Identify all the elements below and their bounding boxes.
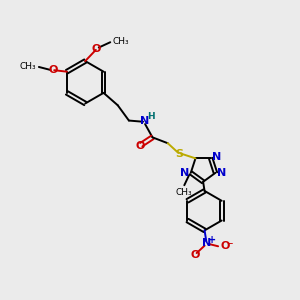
Text: H: H [147, 112, 154, 121]
Text: CH₃: CH₃ [20, 62, 37, 71]
Text: O: O [48, 65, 57, 75]
Text: +: + [208, 235, 216, 245]
Text: N: N [140, 116, 149, 126]
Text: S: S [175, 148, 183, 158]
Text: CH₃: CH₃ [176, 188, 193, 196]
Text: ⁻: ⁻ [226, 240, 233, 253]
Text: N: N [202, 238, 211, 248]
Text: CH₃: CH₃ [112, 37, 129, 46]
Text: N: N [212, 152, 221, 162]
Text: N: N [218, 168, 227, 178]
Text: N: N [180, 168, 189, 178]
Text: O: O [190, 250, 200, 260]
Text: O: O [92, 44, 101, 54]
Text: O: O [220, 241, 230, 251]
Text: O: O [135, 141, 145, 151]
